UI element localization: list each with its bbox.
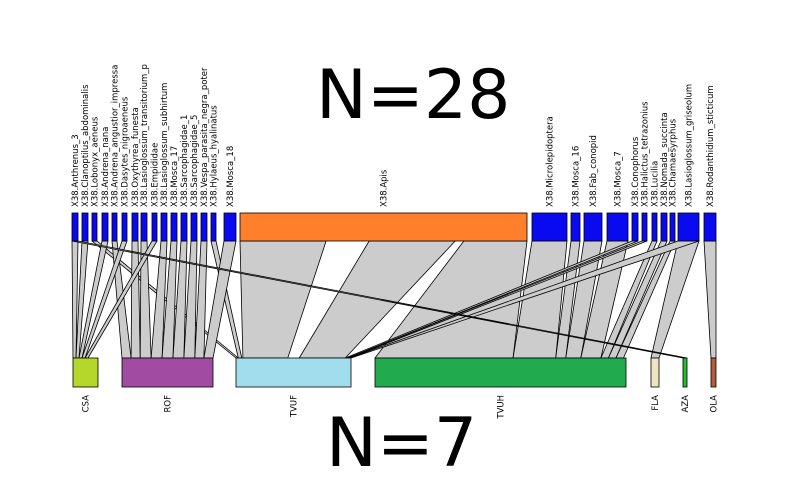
bottom-box-fla <box>650 357 660 388</box>
bottom-box-rof <box>121 357 214 388</box>
top-label-x38-lasioglossum-subhirtum: X38.Lasioglossum_subhirtum <box>160 83 170 207</box>
top-box-x38-lasioglossum-subhirtum <box>160 212 168 242</box>
top-box-x38-lucilia <box>651 212 658 242</box>
top-box-x38-anthrenus-3 <box>71 212 79 242</box>
top-box-x38-fab-conopid <box>583 212 603 242</box>
top-label-x38-andrena-nana: X38.Andrena_nana <box>101 126 111 207</box>
bottom-label-ola: OLA <box>710 395 720 413</box>
top-box-x38-sarcophagidae-1 <box>180 212 188 242</box>
interaction-links <box>71 240 717 359</box>
top-box-x38-clanoptilus-abdominalis <box>81 212 89 242</box>
top-label-x38-fab-conopid: X38.Fab_conopid <box>589 135 599 207</box>
top-label-x38-empididae: X38.Empididae <box>151 143 161 207</box>
bottom-label-tvuf: TVUF <box>290 395 300 418</box>
top-label-x38-hylaeus-hyalinatus: X38.Hylaeus_hyalinatus <box>210 105 220 207</box>
bottom-box-ola <box>710 357 717 388</box>
top-label-x38-oxythyrea-funesta: X38.Oxythyrea_funesta <box>131 107 141 207</box>
top-box-x38-microlepidoptera <box>531 212 568 242</box>
top-label-x38-andrena-angustior-impressa: X38.Andrena_angustior_impressa <box>111 65 121 207</box>
bottom-label-csa: CSA <box>82 395 92 412</box>
top-label-x38-chamaesyrphus: X38.Chamaesyrphus <box>669 118 679 207</box>
top-box-x38-hylaeus-hyalinatus <box>210 212 217 242</box>
bottom-box-aza <box>682 357 688 388</box>
bottom-label-rof: ROF <box>164 395 174 413</box>
bottom-box-csa <box>72 357 99 388</box>
bottom-species-labels: CSA ROF TVUF TVUH FLA AZA OLA <box>82 395 720 420</box>
top-box-x38-vespa-parasita-negra-poter <box>200 212 208 242</box>
top-box-x38-andrena-nana <box>101 212 109 242</box>
top-label-x38-apis: X38.Apis <box>380 169 390 207</box>
top-box-x38-sarcophagidae-5 <box>190 212 198 242</box>
top-box-x38-mosca-17 <box>170 212 178 242</box>
top-label-x38-sarcophagidae-5: X38.Sarcophagidae_5 <box>190 115 200 207</box>
top-label-x38-lasioglossum-griseolum: X38.Lasioglossum_griseolum <box>685 84 695 207</box>
top-box-x38-apis <box>239 212 528 242</box>
top-label-x38-lobonyx-aeneus: X38.Lobonyx_aeneus <box>91 116 101 207</box>
link-x38-rodanthidium-sticticum-ola <box>703 240 717 359</box>
top-box-x38-halictus-tetrazonius <box>641 212 648 242</box>
bottom-label-fla: FLA <box>651 395 661 411</box>
top-count-label: N=28 <box>316 56 511 135</box>
top-box-x38-lasioglossum-transitorium-p <box>140 212 148 242</box>
top-species-labels: X38.Anthrenus_3 X38.Clanoptilus_abdominal… <box>71 64 716 207</box>
top-box-x38-nomada-succinta <box>660 212 668 242</box>
top-label-x38-conophorus: X38.Conophorus <box>631 136 641 207</box>
link-x38-oxythyrea-funesta-rof <box>130 240 141 359</box>
top-label-x38-dasytes-nigroaeneus: X38.Dasytes_nigroaeneus <box>121 96 131 207</box>
top-label-x38-clanoptilus-abdominalis: X38.Clanoptilus_abdominalis <box>81 84 91 207</box>
bottom-box-tvuh <box>374 357 627 388</box>
top-label-x38-sarcophagidae-1: X38.Sarcophagidae_1 <box>180 115 190 207</box>
top-label-x38-mosca-16: X38.Mosca_16 <box>572 146 582 207</box>
top-box-x38-lasioglossum-griseolum <box>677 212 700 242</box>
bottom-species-boxes <box>72 357 717 388</box>
top-box-x38-mosca-16 <box>570 212 581 242</box>
top-box-x38-mosca-18 <box>223 212 237 242</box>
top-label-x38-mosca-18: X38.Mosca_18 <box>226 146 236 207</box>
top-box-x38-andrena-angustior-impressa <box>111 212 118 242</box>
top-label-x38-vespa-parasita-negra-poter: X38.Vespa_parasita_negra_poter <box>200 67 210 207</box>
top-label-x38-microlepidoptera: X38.Microlepidoptera <box>546 116 556 207</box>
top-box-x38-conophorus <box>631 212 639 242</box>
top-box-x38-rodanthidium-sticticum <box>703 212 717 242</box>
top-label-x38-anthrenus-3: X38.Anthrenus_3 <box>71 134 81 207</box>
top-species-boxes <box>71 212 717 242</box>
top-label-x38-mosca-17: X38.Mosca_17 <box>170 146 180 207</box>
top-label-x38-mosca-7: X38.Mosca_7 <box>614 151 624 207</box>
top-box-x38-empididae <box>151 212 158 242</box>
top-label-x38-lasioglossum-transitorium-p: X38.Lasioglossum_transitorium_p <box>140 64 150 207</box>
top-box-x38-mosca-7 <box>606 212 629 242</box>
bottom-box-tvuf <box>235 357 352 388</box>
top-box-x38-dasytes-nigroaeneus <box>121 212 128 242</box>
bottom-label-aza: AZA <box>681 395 691 413</box>
top-box-x38-oxythyrea-funesta <box>131 212 139 242</box>
top-box-x38-chamaesyrphus <box>669 212 676 242</box>
top-label-x38-nomada-succinta: X38.Nomada_succinta <box>660 112 670 207</box>
bottom-label-tvuh: TVUH <box>497 395 507 420</box>
bottom-count-label: N=7 <box>326 404 478 483</box>
top-label-x38-rodanthidium-sticticum: X38.Rodanthidium_sticticum <box>706 85 716 207</box>
top-label-x38-halictus-tetrazonius: X38.Halictus_tetrazonius <box>641 101 651 207</box>
top-box-x38-lobonyx-aeneus <box>91 212 98 242</box>
top-label-x38-lucilia: X38.Lucilia <box>651 161 661 207</box>
